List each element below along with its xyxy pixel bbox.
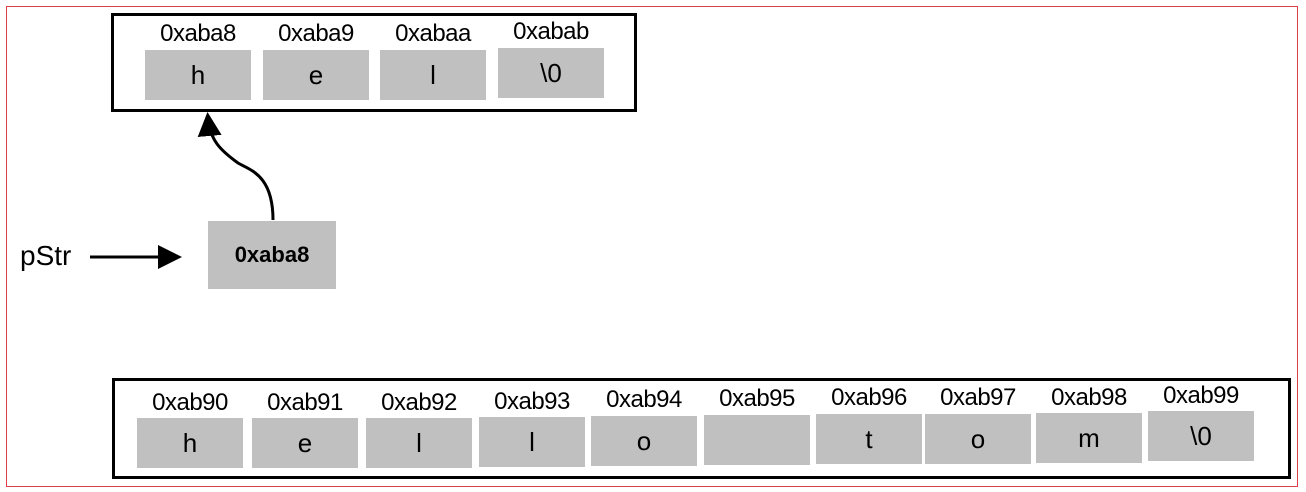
memory-cell: \0: [1148, 411, 1254, 461]
pointer-value-cell: 0xaba8: [208, 221, 336, 289]
address-label: 0xab92: [381, 389, 457, 416]
memory-cell: h: [145, 50, 251, 100]
address-label: 0xab99: [1163, 382, 1239, 409]
address-label: 0xab90: [152, 389, 228, 416]
address-label: 0xab93: [494, 388, 570, 415]
pointer-name: pStr: [20, 240, 72, 271]
address-label: 0xab96: [831, 384, 907, 411]
address-label: 0xabab: [513, 18, 589, 45]
memory-cell: o: [591, 416, 697, 466]
memory-cell: l: [366, 418, 472, 468]
bottom-memory-block: [112, 378, 1291, 479]
memory-cell: [704, 415, 810, 465]
address-label: 0xab98: [1051, 384, 1127, 411]
address-label: 0xab94: [606, 386, 682, 413]
memory-cell: \0: [498, 48, 604, 98]
memory-cell: e: [252, 418, 358, 468]
pointer-curve-arrow: [197, 112, 275, 221]
memory-cell: t: [816, 414, 922, 464]
memory-cell: h: [137, 418, 243, 468]
address-label: 0xab91: [267, 389, 343, 416]
address-label: 0xaba9: [278, 20, 354, 47]
top-memory-block: [111, 13, 637, 112]
memory-cell: o: [925, 414, 1031, 464]
address-label: 0xab97: [940, 384, 1016, 411]
memory-cell: l: [479, 417, 585, 467]
address-label: 0xabaa: [395, 20, 471, 47]
memory-cell: e: [263, 50, 369, 100]
diagram-frame: [6, 6, 1298, 487]
address-label: 0xab95: [719, 385, 795, 412]
address-label: 0xaba8: [160, 20, 236, 47]
memory-cell: l: [380, 50, 486, 100]
memory-cell: m: [1036, 413, 1142, 463]
